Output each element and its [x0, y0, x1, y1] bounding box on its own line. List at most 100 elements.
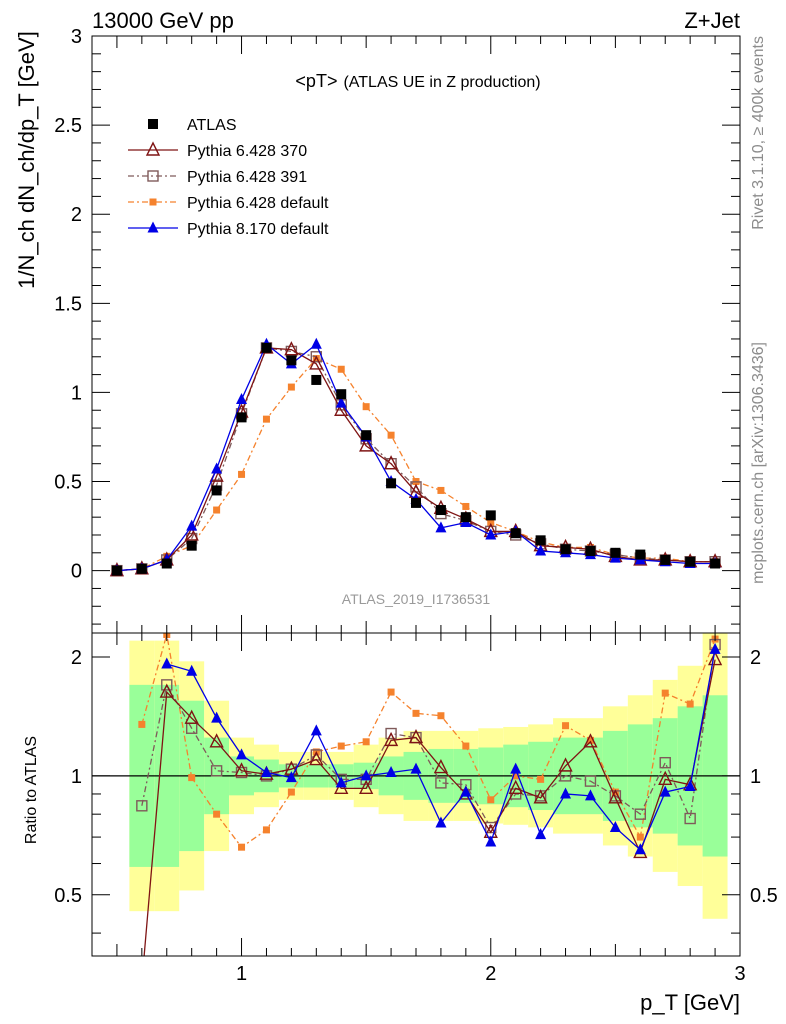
- data-point: [361, 430, 372, 441]
- header-left: 13000 GeV pp: [92, 8, 234, 33]
- ratio-point: [159, 683, 174, 698]
- data-point: [535, 544, 547, 556]
- ratio-point: [210, 765, 223, 777]
- ratio-point: [437, 712, 445, 720]
- ratio-point: [583, 733, 598, 748]
- legend-label: Pythia 6.428 391: [187, 169, 307, 186]
- main-y-tick-label: 2: [71, 204, 82, 226]
- data-point: [336, 389, 347, 400]
- ratio-point: [410, 762, 422, 774]
- data-point: [186, 519, 198, 531]
- ratio-point: [686, 700, 694, 708]
- ratio-point: [184, 709, 199, 724]
- data-point: [287, 383, 295, 391]
- ratio-y-tick-label-right: 1: [750, 766, 761, 788]
- mcplots-label: mcplots.cern.ch [arXiv:1306.3436]: [750, 342, 767, 584]
- data-point: [359, 437, 374, 452]
- ratio-point: [262, 826, 270, 834]
- ratio-point: [211, 711, 223, 723]
- ratio-point: [707, 651, 723, 666]
- data-point: [462, 502, 470, 510]
- main-y-tick-label: 2.5: [54, 115, 82, 137]
- ratio-point: [337, 742, 345, 750]
- ratio-point: [408, 729, 424, 744]
- ratio-point: [234, 762, 249, 777]
- data-point: [136, 563, 147, 574]
- ratio-point: [136, 800, 148, 812]
- main-y-axis: 0 0.5 1 1.5 2 2.5 3: [54, 26, 740, 625]
- main-plot: <pT> (ATLAS UE in Z production) ATLAS_201…: [14, 26, 741, 634]
- data-point: [485, 528, 497, 540]
- legend-label: Pythia 6.428 default: [187, 195, 329, 212]
- legend: ATLAS Pythia 6.428 370 Pythia 6.428 391 Pyt…: [128, 117, 329, 238]
- ratio-point: [387, 688, 395, 696]
- data-point: [184, 526, 199, 541]
- ratio-y-axis: 0.5 0.5 1 1 2 2: [54, 647, 778, 934]
- analysis-label: ATLAS_2019_I1736531: [342, 591, 491, 607]
- data-point: [635, 549, 646, 560]
- main-y-tick-label: 0.5: [54, 472, 82, 494]
- ratio-point: [658, 770, 673, 786]
- ratio-point: [161, 679, 173, 691]
- ratio-point: [188, 774, 196, 782]
- data-point: [535, 535, 546, 546]
- ratio-point: [560, 787, 572, 799]
- data-point: [510, 528, 521, 539]
- ratio-point: [209, 733, 224, 748]
- ratio-point: [236, 748, 248, 760]
- data-point: [261, 342, 272, 353]
- legend-item: Pythia 6.428 391: [128, 169, 307, 186]
- data-point: [660, 554, 671, 565]
- ratio-point: [287, 788, 295, 796]
- data-point: [585, 546, 596, 557]
- data-point: [211, 485, 222, 496]
- legend-marker: [147, 221, 159, 233]
- ratio-point: [512, 772, 520, 780]
- series-atlas: [111, 342, 721, 576]
- legend-item: Pythia 8.170 default: [128, 221, 329, 238]
- ratio-point: [608, 789, 623, 804]
- ratio-series-group: [136, 633, 723, 956]
- legend-label: Pythia 8.170 default: [187, 221, 329, 238]
- ratio-point: [435, 777, 447, 789]
- data-point: [411, 497, 421, 508]
- ratio-point: [186, 664, 198, 676]
- main-series: [109, 337, 723, 577]
- data-point: [236, 393, 248, 405]
- ratio-point: [335, 776, 347, 788]
- ratio-point: [661, 689, 669, 697]
- ratio-point: [510, 762, 522, 774]
- main-y-label: 1/N_ch dN_ch/dp_T [GeV]: [14, 31, 39, 289]
- data-point: [211, 462, 223, 474]
- x-tick-label: 2: [485, 963, 496, 985]
- ratio-y-label: Ratio to ATLAS: [23, 736, 40, 844]
- ratio-point: [487, 796, 495, 804]
- x-tick-label: 3: [734, 963, 745, 985]
- ratio-point: [684, 780, 696, 792]
- legend-marker: [149, 198, 157, 206]
- ratio-line: [141, 634, 716, 849]
- data-point: [310, 337, 322, 349]
- ratio-point: [385, 765, 397, 777]
- data-point: [213, 506, 221, 514]
- ratio-point: [586, 736, 594, 744]
- ratio-point: [383, 731, 399, 747]
- data-point: [560, 544, 571, 555]
- ratio-point: [659, 785, 671, 797]
- ratio-point: [360, 769, 372, 781]
- ratio-point: [562, 722, 570, 730]
- ratio-point: [609, 821, 621, 833]
- ratio-series-pythia-8-170-default: [161, 642, 721, 855]
- data-point: [685, 556, 696, 567]
- data-point: [236, 412, 247, 423]
- data-point: [238, 470, 246, 478]
- ratio-point: [709, 642, 721, 654]
- data-point: [186, 540, 197, 551]
- data-point: [334, 401, 349, 416]
- ratio-frame-border: [91, 632, 741, 957]
- x-tick-label: 1: [236, 963, 247, 985]
- main-x-axis: [116, 36, 716, 633]
- ratio-point: [309, 750, 324, 766]
- data-point: [387, 431, 395, 439]
